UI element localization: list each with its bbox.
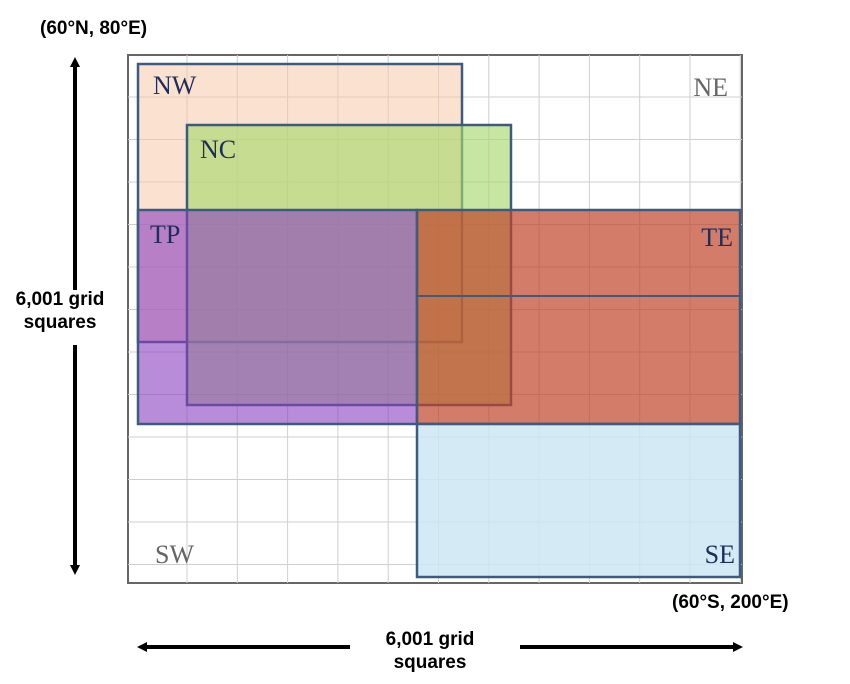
dimension-label: 6,001 grid squares bbox=[15, 289, 105, 333]
region-label: NE bbox=[693, 73, 728, 102]
region-box bbox=[136, 208, 419, 426]
region-label: NW bbox=[153, 71, 197, 100]
corner-label: (60°S, 200°E) bbox=[672, 592, 789, 613]
region-label: SW bbox=[155, 540, 194, 569]
dimension-label: 6,001 grid squares bbox=[385, 629, 475, 673]
region-label: SE bbox=[705, 540, 735, 569]
corner-label: (60°N, 80°E) bbox=[40, 18, 148, 39]
region-box bbox=[415, 208, 742, 426]
region-label: NC bbox=[200, 135, 236, 164]
region-box bbox=[415, 422, 742, 579]
region-label: TE bbox=[701, 223, 733, 252]
region-label: TP bbox=[150, 220, 180, 249]
regions: NW NC TP TE SE SW NE bbox=[136, 62, 742, 579]
